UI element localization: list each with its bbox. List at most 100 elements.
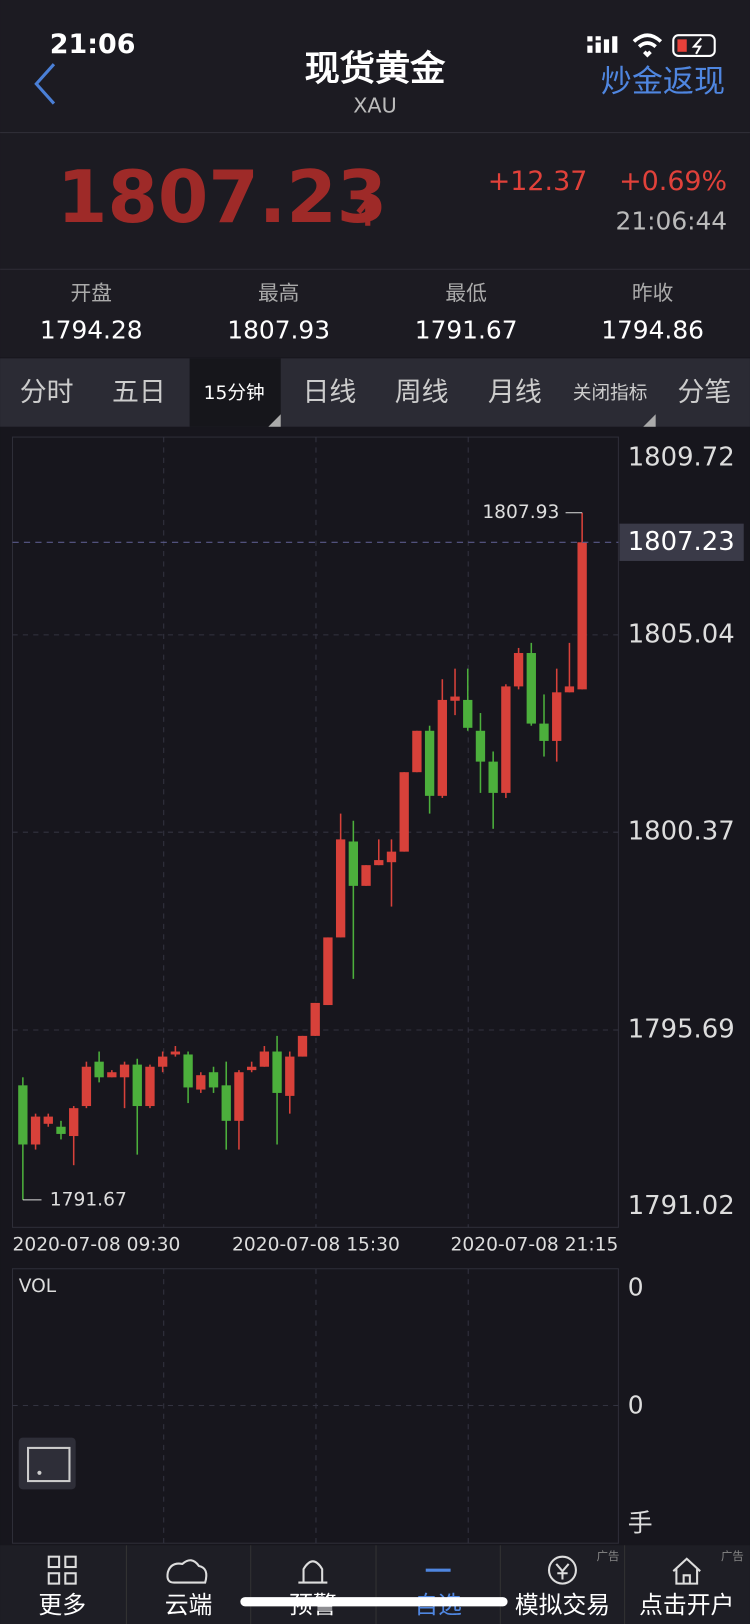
tab[interactable]: 关闭指标	[573, 383, 648, 404]
candle-body	[158, 1056, 168, 1067]
battery-icon	[672, 34, 716, 57]
candle-body	[437, 699, 447, 796]
tab[interactable]: 月线	[488, 377, 542, 408]
stat-label: 开盘	[71, 281, 112, 305]
candle-body	[335, 839, 346, 938]
candle-body	[399, 772, 409, 852]
candle-body	[310, 1002, 320, 1036]
home-indicator	[240, 1597, 508, 1607]
rotate-button[interactable]	[18, 1437, 76, 1490]
volume-tick: 0	[628, 1272, 644, 1301]
candle-body	[577, 542, 587, 690]
page-title: 现货黄金	[305, 48, 447, 89]
candle-body	[69, 1108, 79, 1137]
candle-body	[463, 699, 473, 728]
last-price-label: 1807.23	[628, 527, 735, 557]
quote-time: 21:06:44	[616, 207, 728, 236]
max-label: 1807.93	[482, 502, 559, 523]
up-arrow	[356, 196, 380, 226]
tab[interactable]: 日线	[303, 377, 357, 408]
candle-body	[81, 1066, 92, 1107]
y-tick-label: 1791.02	[628, 1191, 735, 1221]
bottom-nav	[0, 1545, 750, 1624]
candle-body	[132, 1064, 142, 1107]
page-subtitle: XAU	[353, 94, 397, 118]
min-label: 1791.67	[50, 1189, 127, 1210]
stat-value: 1807.93	[227, 315, 330, 344]
candle-body	[488, 761, 498, 793]
nav-label[interactable]: 点击开户	[639, 1591, 734, 1619]
candle-body	[196, 1075, 206, 1090]
candle-body	[424, 730, 435, 796]
tab[interactable]: 五日	[112, 377, 166, 408]
candle-body	[18, 1085, 28, 1145]
nav-label[interactable]: 模拟交易	[515, 1591, 610, 1619]
candle-body	[450, 696, 460, 701]
nav-label[interactable]: 云端	[165, 1591, 213, 1619]
candle-body	[56, 1126, 66, 1134]
candle-body	[170, 1051, 181, 1055]
y-tick-label: 1809.72	[628, 442, 735, 472]
last-price-tag	[619, 523, 744, 561]
candle-body	[30, 1116, 41, 1145]
tab-selected-bg	[189, 358, 281, 427]
candle-body	[412, 730, 422, 773]
volume-label: VOL	[19, 1276, 57, 1297]
stats-row: 开盘 1794.28 最高 1807.93 最低 1791.67 昨收 1794.86	[40, 281, 704, 344]
candle-body	[119, 1064, 130, 1078]
ad-tag: 广告	[721, 1549, 744, 1563]
promo-link[interactable]: 炒金返现	[601, 64, 725, 100]
nav-icons	[47, 1555, 701, 1585]
nav-items: 更多云端预警自选模拟交易广告点击开户广告	[38, 1545, 744, 1624]
back-button[interactable]	[34, 63, 56, 105]
candle-body	[246, 1066, 257, 1071]
volume-unit: 手	[628, 1509, 653, 1538]
candlestick-chart: 1809.72 1805.04 1800.37 1795.69 1791.02 2020-…	[11, 436, 744, 1255]
price-change-pct: +0.69%	[619, 166, 727, 197]
tab-bar	[0, 358, 750, 427]
nav-label[interactable]: 更多	[38, 1591, 86, 1619]
tab[interactable]: 分笔	[677, 377, 731, 408]
candle-body	[526, 653, 536, 724]
candle-body	[552, 692, 562, 741]
tab[interactable]: 周线	[395, 377, 449, 408]
y-tick-label: 1805.04	[628, 619, 735, 649]
stat-label: 最低	[445, 281, 487, 305]
candle-body	[259, 1051, 270, 1067]
tab[interactable]: 15分钟	[204, 383, 265, 404]
candle-body	[297, 1035, 308, 1057]
stat-label: 昨收	[632, 281, 673, 305]
tabs: 分时 五日 15分钟 日线 周线 月线 关闭指标 分笔	[20, 377, 731, 408]
candle-body	[348, 841, 359, 886]
candle-body	[374, 860, 384, 866]
candle-body	[285, 1056, 295, 1096]
volume-tick: 0	[628, 1391, 644, 1420]
x-tick-label: 2020-07-08 21:15	[451, 1234, 619, 1255]
x-tick-label: 2020-07-08 15:30	[232, 1234, 400, 1255]
candle-body	[361, 865, 371, 886]
signal-icon	[587, 36, 618, 53]
wifi-icon	[632, 33, 663, 58]
last-price: 1807.23	[57, 156, 387, 240]
stat-value: 1794.28	[40, 315, 143, 344]
candle-body	[539, 723, 549, 741]
ad-tag: 广告	[597, 1549, 620, 1563]
candle-body	[107, 1072, 117, 1078]
candle-body	[564, 686, 575, 693]
tab[interactable]: 分时	[20, 377, 74, 408]
stat-value: 1794.86	[601, 315, 704, 344]
header-bg	[0, 0, 750, 358]
stat-value: 1791.67	[415, 315, 518, 344]
candle-body	[145, 1066, 155, 1107]
stat-label: 最高	[258, 281, 299, 305]
battery-level	[677, 39, 687, 52]
candle-body	[513, 653, 524, 687]
candle-body	[501, 686, 511, 793]
y-tick-label: 1795.69	[628, 1014, 735, 1044]
candle-body	[475, 730, 486, 762]
candle-body	[43, 1116, 53, 1124]
status-time: 21:06	[50, 29, 136, 60]
x-tick-label: 2020-07-08 09:30	[13, 1234, 181, 1255]
